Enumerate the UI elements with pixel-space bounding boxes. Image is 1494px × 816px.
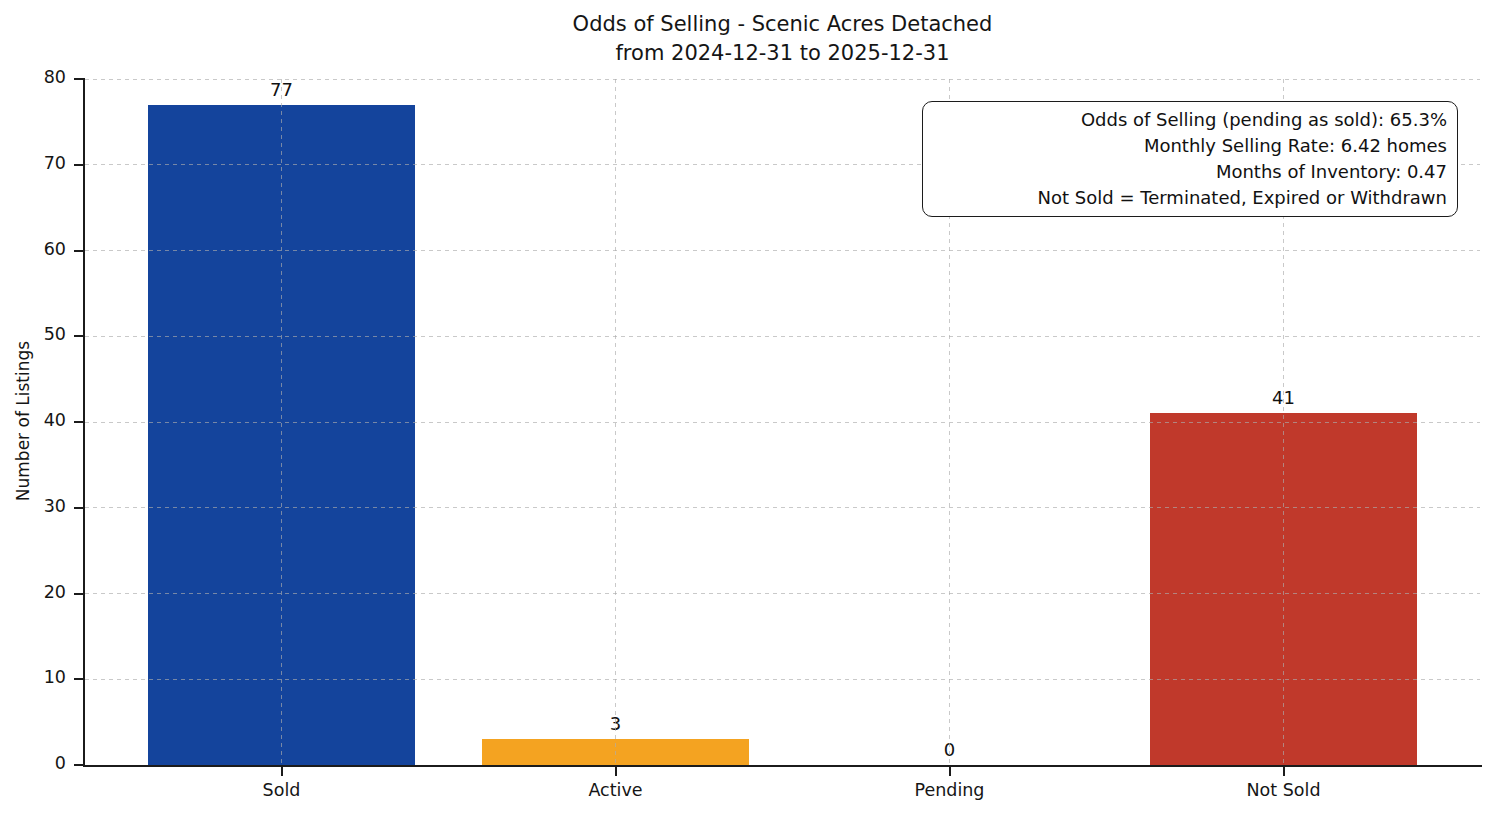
x-tick-mark bbox=[281, 767, 283, 776]
x-tick-label-active: Active bbox=[496, 780, 736, 800]
annotation-line-selling-rate: Monthly Selling Rate: 6.42 homes bbox=[933, 133, 1447, 159]
x-tick-label-pending: Pending bbox=[830, 780, 1070, 800]
annotation-line-inventory: Months of Inventory: 0.47 bbox=[933, 159, 1447, 185]
x-tick-mark bbox=[1283, 767, 1285, 776]
x-tick-mark bbox=[949, 767, 951, 776]
annotation-line-not-sold-note: Not Sold = Terminated, Expired or Withdr… bbox=[933, 185, 1447, 211]
x-tick-mark bbox=[615, 767, 617, 776]
annotation-line-odds: Odds of Selling (pending as sold): 65.3% bbox=[933, 107, 1447, 133]
stats-annotation-box: Odds of Selling (pending as sold): 65.3%… bbox=[922, 101, 1458, 217]
x-tick-label-not-sold: Not Sold bbox=[1164, 780, 1404, 800]
figure: Odds of Selling - Scenic Acres Detached … bbox=[0, 0, 1494, 816]
x-tick-label-sold: Sold bbox=[162, 780, 402, 800]
